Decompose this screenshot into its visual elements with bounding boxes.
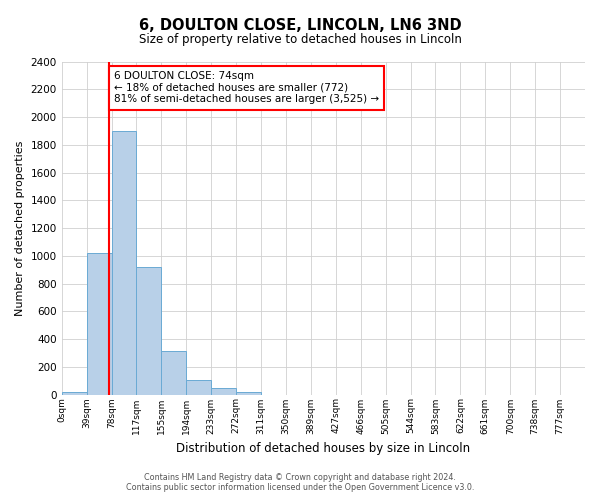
X-axis label: Distribution of detached houses by size in Lincoln: Distribution of detached houses by size … <box>176 442 470 455</box>
Bar <box>86 253 112 394</box>
Bar <box>161 351 186 395</box>
Text: Contains HM Land Registry data © Crown copyright and database right 2024.
Contai: Contains HM Land Registry data © Crown c… <box>126 473 474 492</box>
Bar <box>186 380 211 394</box>
Bar <box>112 131 136 394</box>
Bar <box>136 267 161 394</box>
Text: 6, DOULTON CLOSE, LINCOLN, LN6 3ND: 6, DOULTON CLOSE, LINCOLN, LN6 3ND <box>139 18 461 32</box>
Text: 6 DOULTON CLOSE: 74sqm
← 18% of detached houses are smaller (772)
81% of semi-de: 6 DOULTON CLOSE: 74sqm ← 18% of detached… <box>114 71 379 104</box>
Text: Size of property relative to detached houses in Lincoln: Size of property relative to detached ho… <box>139 32 461 46</box>
Bar <box>236 392 261 394</box>
Bar <box>211 388 236 394</box>
Bar <box>62 392 86 394</box>
Y-axis label: Number of detached properties: Number of detached properties <box>15 140 25 316</box>
